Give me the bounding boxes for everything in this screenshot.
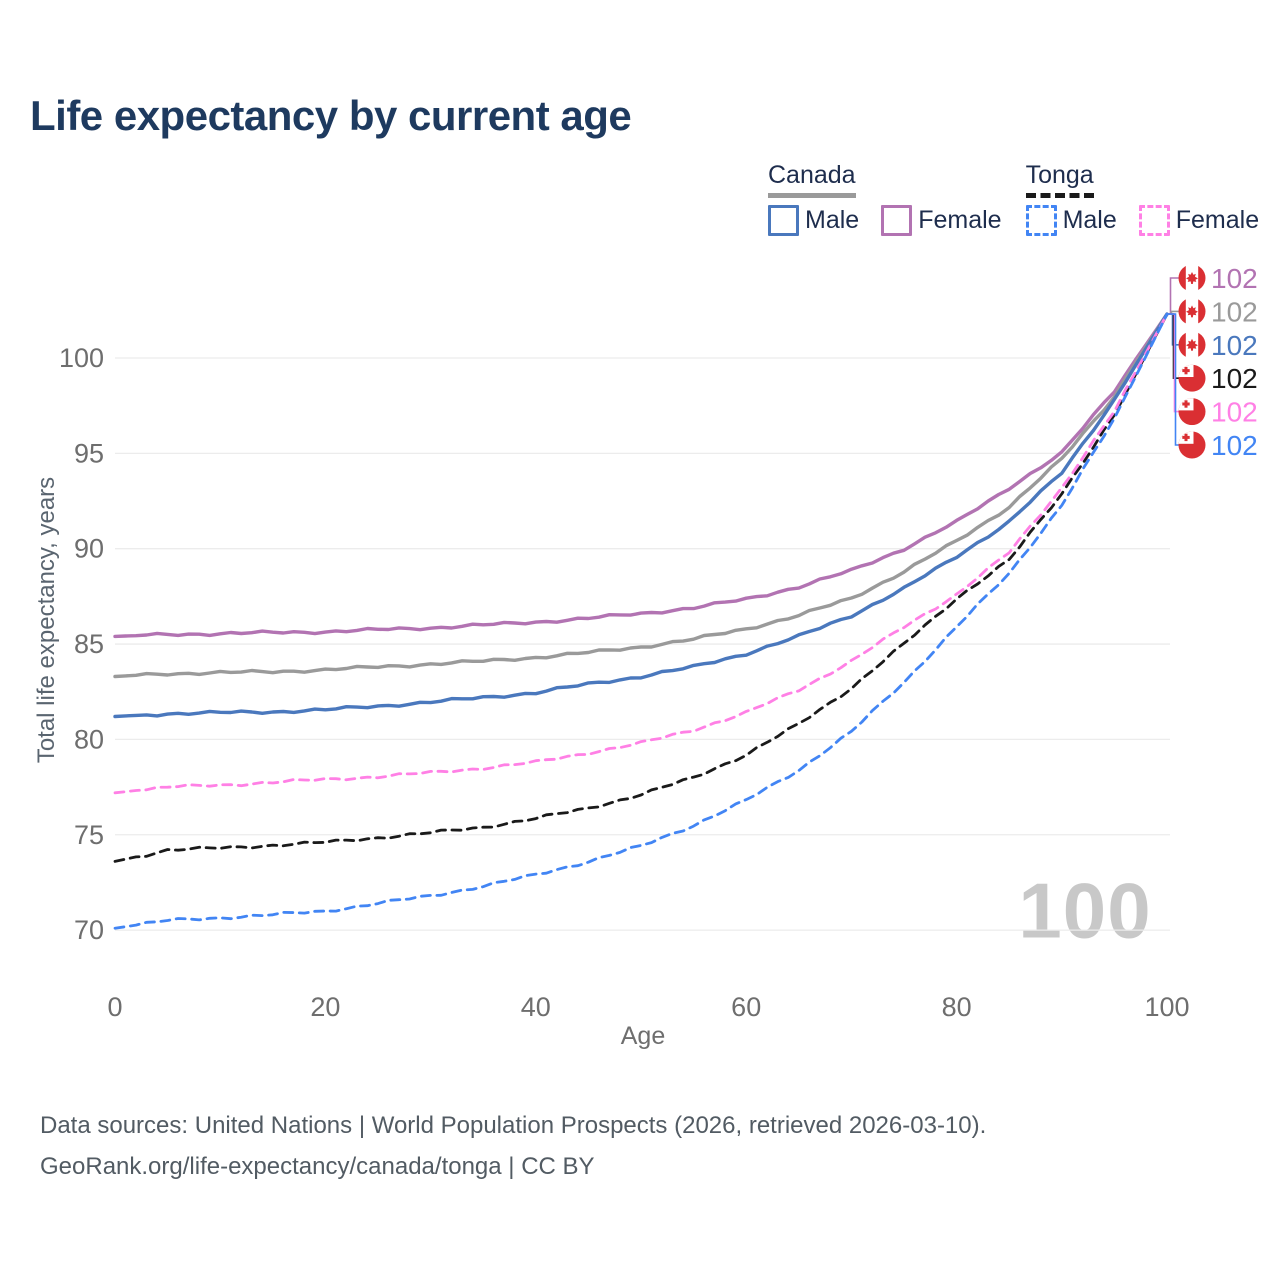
x-tick-label: 40 bbox=[521, 992, 551, 1022]
legend-item-tonga-female[interactable]: Female bbox=[1138, 205, 1260, 236]
tonga-male-swatch-icon bbox=[1025, 205, 1057, 236]
age-counter-watermark: 100 bbox=[1018, 866, 1152, 955]
canada-flag-icon bbox=[1178, 331, 1206, 359]
canada-male-swatch-icon bbox=[768, 205, 799, 236]
label-connector-canada-male bbox=[1167, 313, 1179, 346]
tonga-flag-icon bbox=[1178, 431, 1206, 459]
label-connector-tonga bbox=[1167, 313, 1179, 379]
y-tick-label: 100 bbox=[59, 343, 104, 373]
legend: Canada Male Female Tonga Male Female bbox=[768, 161, 1259, 236]
end-value-label-tonga: 102 bbox=[1211, 363, 1258, 394]
y-tick-label: 85 bbox=[74, 629, 104, 659]
legend-header-canada[interactable]: Canada bbox=[768, 161, 856, 198]
series-line-tonga-female bbox=[113, 312, 1169, 795]
legend-label-canada-male: Male bbox=[805, 206, 860, 234]
tonga-flag-icon bbox=[1178, 398, 1206, 426]
canada-flag-icon bbox=[1178, 264, 1206, 292]
label-connector-canada-female bbox=[1167, 277, 1179, 315]
footer: Data sources: United Nations | World Pop… bbox=[40, 1105, 986, 1187]
legend-item-canada-female[interactable]: Female bbox=[881, 205, 1002, 236]
series-line-tonga-male bbox=[113, 312, 1169, 930]
legend-label-canada-female: Female bbox=[918, 206, 1002, 234]
x-tick-label: 60 bbox=[731, 992, 761, 1022]
y-tick-label: 80 bbox=[74, 724, 104, 754]
tonga-female-swatch-icon bbox=[1138, 205, 1170, 236]
y-tick-label: 70 bbox=[74, 915, 104, 945]
series-line-canada-female bbox=[113, 312, 1169, 639]
footer-attribution-url: GeoRank.org/life-expectancy/canada/tonga… bbox=[40, 1153, 595, 1180]
end-value-label-canada: 102 bbox=[1211, 296, 1258, 327]
legend-item-tonga-male[interactable]: Male bbox=[1025, 205, 1117, 236]
end-value-label-tonga-male: 102 bbox=[1211, 430, 1258, 461]
legend-header-tonga[interactable]: Tonga bbox=[1025, 161, 1094, 198]
tonga-flag-icon bbox=[1178, 364, 1206, 392]
x-tick-label: 20 bbox=[310, 992, 340, 1022]
y-axis-title: Total life expectancy, years bbox=[33, 476, 60, 764]
footer-data-sources: Data sources: United Nations | World Pop… bbox=[40, 1112, 987, 1139]
x-tick-label: 100 bbox=[1144, 992, 1189, 1022]
legend-label-tonga-male: Male bbox=[1062, 206, 1117, 234]
legend-item-canada-male[interactable]: Male bbox=[768, 205, 859, 236]
legend-label-tonga-female: Female bbox=[1175, 206, 1260, 234]
series-line-tonga bbox=[113, 312, 1169, 863]
canada-flag-icon bbox=[1178, 297, 1206, 325]
end-value-label-canada-male: 102 bbox=[1211, 330, 1258, 361]
y-tick-label: 90 bbox=[74, 534, 104, 564]
series-line-canada bbox=[113, 312, 1169, 679]
y-tick-label: 95 bbox=[74, 438, 104, 468]
label-connector-tonga-male bbox=[1167, 313, 1179, 446]
y-tick-label: 75 bbox=[74, 820, 104, 850]
legend-group-tonga: Tonga Male Female bbox=[1025, 161, 1260, 236]
label-connector-canada bbox=[1167, 310, 1179, 315]
end-value-label-tonga-female: 102 bbox=[1211, 397, 1258, 428]
end-value-label-canada-female: 102 bbox=[1211, 263, 1258, 294]
legend-group-canada: Canada Male Female bbox=[768, 161, 1002, 236]
canada-female-swatch-icon bbox=[881, 205, 913, 236]
x-tick-label: 0 bbox=[107, 992, 122, 1022]
x-tick-label: 80 bbox=[942, 992, 972, 1022]
x-axis-title: Age bbox=[620, 1022, 666, 1050]
page-title: Life expectancy by current age bbox=[30, 92, 632, 139]
label-connector-tonga-female bbox=[1167, 313, 1179, 413]
series-line-canada-male bbox=[113, 312, 1169, 719]
